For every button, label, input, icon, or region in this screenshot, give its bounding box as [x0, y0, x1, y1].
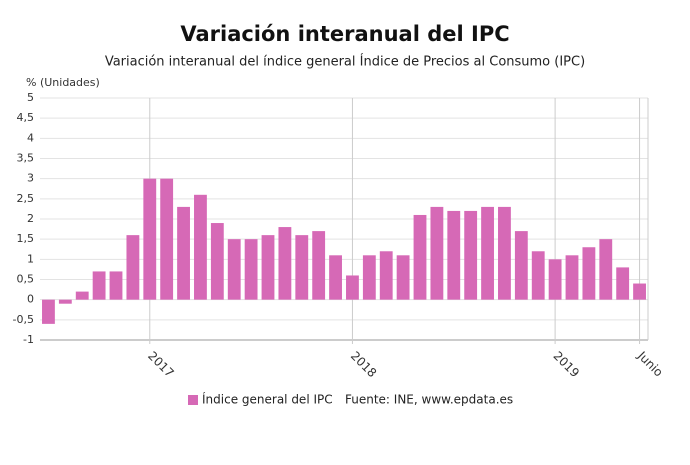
bar — [413, 214, 427, 300]
bar — [75, 291, 89, 300]
y-tick-label: 3,5 — [17, 152, 35, 165]
bar — [396, 255, 410, 300]
y-tick-label: 0 — [27, 293, 34, 306]
bar — [346, 275, 359, 300]
bar — [244, 239, 258, 300]
y-tick-label: -0,5 — [13, 313, 34, 326]
y-tick-label: 0,5 — [17, 273, 35, 286]
source: Fuente: INE, www.epdata.es — [345, 393, 513, 407]
bar — [143, 178, 157, 300]
bar — [430, 206, 444, 300]
bar — [582, 247, 596, 300]
bar — [295, 235, 309, 300]
bar — [194, 194, 207, 300]
y-tick-label: 4,5 — [17, 111, 35, 124]
x-tick-label: 2018 — [348, 349, 379, 380]
bar — [261, 235, 275, 300]
bar — [312, 231, 326, 300]
bar — [177, 206, 190, 300]
bar — [464, 210, 478, 300]
y-axis-label: % (Unidades) — [26, 76, 100, 89]
y-tick-label: 3 — [27, 172, 34, 185]
bar — [92, 271, 106, 300]
y-tick-label: 1,5 — [17, 232, 35, 245]
bar — [514, 231, 528, 300]
bar — [599, 239, 613, 300]
bar — [481, 206, 494, 300]
x-tick-label: 2019 — [551, 349, 582, 380]
bar — [58, 299, 72, 304]
bar — [227, 239, 241, 300]
bar — [329, 255, 342, 300]
chart-subtitle: Variación interanual del índice general … — [105, 54, 585, 70]
bar — [42, 299, 55, 324]
bar — [616, 267, 630, 300]
bar — [565, 255, 579, 300]
bar — [498, 206, 511, 300]
bar — [531, 251, 545, 300]
bar — [126, 235, 140, 300]
chart-title: Variación interanual del IPC — [180, 22, 509, 46]
x-tick-label: 2017 — [145, 349, 176, 380]
bar — [160, 178, 174, 300]
x-tick-label: Junio — [634, 348, 665, 379]
bar — [447, 210, 461, 300]
legend-label: Índice general del IPC — [202, 392, 333, 407]
legend-swatch — [188, 395, 198, 405]
y-tick-label: -1 — [23, 333, 34, 346]
bar — [379, 251, 393, 300]
y-tick-label: 2 — [27, 212, 34, 225]
y-tick-label: 2,5 — [17, 192, 35, 205]
bar — [109, 271, 123, 300]
y-tick-label: 1 — [27, 252, 34, 265]
bar — [633, 283, 646, 300]
bar — [210, 223, 224, 300]
bar — [362, 255, 376, 300]
y-tick-label: 5 — [27, 91, 34, 104]
bar — [278, 227, 292, 300]
y-tick-label: 4 — [27, 131, 34, 144]
bar — [548, 259, 562, 300]
